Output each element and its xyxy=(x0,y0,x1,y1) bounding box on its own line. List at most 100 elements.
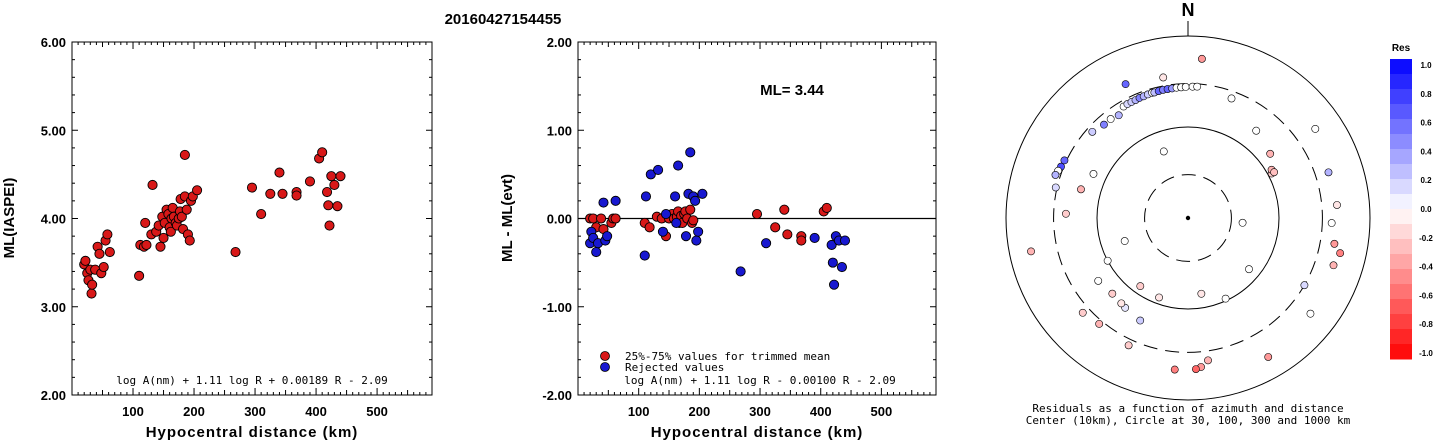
data-point xyxy=(779,204,790,215)
x-tick-label: 300 xyxy=(244,404,266,419)
station-point xyxy=(1060,156,1069,165)
data-point xyxy=(660,209,672,220)
distance-ring xyxy=(1053,83,1323,353)
colorbar-cell xyxy=(1390,209,1412,225)
colorbar-cell xyxy=(1390,179,1412,195)
polar-points xyxy=(1027,54,1345,374)
station-point xyxy=(1170,365,1179,374)
data-point xyxy=(104,246,115,258)
panel1-frame xyxy=(71,41,433,396)
data-point xyxy=(697,188,708,199)
data-point xyxy=(693,226,704,237)
legend-label-trimmed: 25%-75% values for trimmed mean xyxy=(625,350,830,363)
panel2-ylabel: ML - ML(evt) xyxy=(499,174,516,262)
data-point xyxy=(610,213,621,224)
station-point xyxy=(1245,265,1253,274)
data-point xyxy=(329,179,340,191)
epicenter-dot xyxy=(1185,215,1191,221)
colorbar-tick-label: -0.6 xyxy=(1419,291,1433,300)
station-point xyxy=(1221,294,1230,303)
station-point xyxy=(1094,276,1103,285)
data-point xyxy=(691,235,702,246)
station-point xyxy=(1114,111,1123,120)
station-point xyxy=(1266,149,1275,158)
data-point xyxy=(158,232,169,243)
data-point xyxy=(770,222,781,233)
station-point xyxy=(1193,82,1202,91)
station-point xyxy=(1155,293,1163,302)
station-point xyxy=(1327,219,1336,227)
x-tick-label: 500 xyxy=(871,404,893,419)
station-point xyxy=(1100,120,1108,129)
data-point xyxy=(140,217,151,228)
station-point xyxy=(1103,256,1112,265)
residual-vs-distance-panel: ML - ML(evt) Hypocentral distance (km) M… xyxy=(499,35,937,441)
station-point xyxy=(1324,168,1333,177)
colorbar-cell xyxy=(1390,254,1412,270)
y-tick-label: 6.00 xyxy=(41,35,66,50)
distance-rings xyxy=(1005,35,1371,401)
station-point xyxy=(1204,356,1212,365)
distance-ring xyxy=(1144,174,1232,262)
colorbar-cell xyxy=(1390,74,1412,90)
x-tick-label: 500 xyxy=(366,404,388,419)
data-point xyxy=(326,171,337,182)
colorbar-cell xyxy=(1390,194,1412,210)
station-point xyxy=(1108,289,1117,298)
colorbar-tick-label: -0.4 xyxy=(1419,263,1433,272)
x-tick-label: 400 xyxy=(305,404,327,419)
data-point xyxy=(134,270,145,281)
data-point xyxy=(610,195,621,206)
y-tick-label: 5.00 xyxy=(41,123,66,138)
colorbar-cell xyxy=(1390,59,1412,75)
panel1-ylabel: ML(IASPEI) xyxy=(1,178,18,259)
data-point xyxy=(87,279,98,290)
station-point xyxy=(1106,115,1115,123)
legend-marker-rejected xyxy=(600,362,610,372)
data-point xyxy=(246,182,258,193)
station-point xyxy=(1095,319,1104,328)
colorbar-ticks: 1.0 0.8 0.6 0.4 0.2 0.0 -0.2 -0.4 -0.6 -0.8 -1.0 xyxy=(1419,61,1433,358)
colorbar-tick-label: 1.0 xyxy=(1420,61,1432,70)
data-point xyxy=(165,226,176,237)
panel2-x-ticks: 100 200 300 400 500 xyxy=(583,42,931,419)
station-point xyxy=(1336,249,1345,258)
data-point xyxy=(324,220,335,231)
station-point xyxy=(1136,316,1145,325)
ml-annotation: ML= 3.44 xyxy=(760,82,824,99)
colorbar-tick-label: 0.6 xyxy=(1420,119,1432,128)
data-point xyxy=(809,232,820,243)
data-point xyxy=(155,241,166,252)
data-point xyxy=(86,288,97,299)
colorbar-title: Res xyxy=(1392,43,1411,54)
station-point xyxy=(1227,94,1236,103)
panel1-xlabel: Hypocentral distance (km) xyxy=(146,424,359,441)
station-point xyxy=(1197,289,1206,298)
legend-label-rejected: Rejected values xyxy=(625,361,724,374)
colorbar-tick-label: 0.8 xyxy=(1420,90,1432,99)
y-tick-label: 1.00 xyxy=(547,123,572,138)
data-point xyxy=(98,261,109,273)
panel1-y-ticks: 2.00 3.00 4.00 5.00 6.00 xyxy=(41,35,432,403)
data-point xyxy=(602,231,613,242)
data-point xyxy=(184,235,195,246)
station-point xyxy=(1330,239,1339,248)
station-point xyxy=(1264,353,1273,361)
station-point xyxy=(1124,341,1133,350)
data-point xyxy=(685,147,696,158)
data-point xyxy=(147,179,158,191)
data-point xyxy=(640,191,652,202)
colorbar-cell xyxy=(1390,314,1412,330)
data-point xyxy=(685,204,696,215)
data-point xyxy=(598,197,609,208)
y-tick-label: -1.00 xyxy=(542,300,572,315)
x-tick-label: 200 xyxy=(183,404,205,419)
y-tick-label: 3.00 xyxy=(41,300,66,315)
y-tick-label: 4.00 xyxy=(41,212,66,227)
data-point xyxy=(141,239,152,251)
station-point xyxy=(1329,261,1338,270)
station-point xyxy=(1136,282,1145,291)
station-point xyxy=(1077,185,1085,194)
data-point xyxy=(671,217,682,228)
data-point xyxy=(690,195,701,206)
